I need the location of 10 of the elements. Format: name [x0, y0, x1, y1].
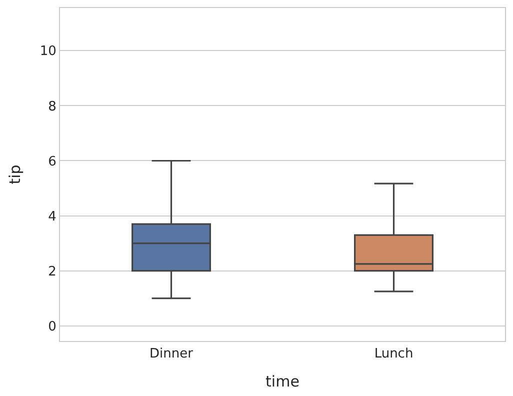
- x-tick-label: Dinner: [150, 346, 194, 362]
- y-axis-title: tip: [6, 164, 24, 184]
- x-tick-label: Lunch: [374, 346, 414, 362]
- y-tick-label: 4: [48, 209, 56, 224]
- y-tick-label: 8: [48, 99, 56, 114]
- y-tick-label: 0: [48, 319, 56, 334]
- x-axis-title: time: [266, 372, 300, 391]
- y-tick-label: 10: [40, 44, 56, 60]
- y-tick-label: 6: [48, 154, 56, 170]
- y-tick-label: 2: [48, 264, 56, 280]
